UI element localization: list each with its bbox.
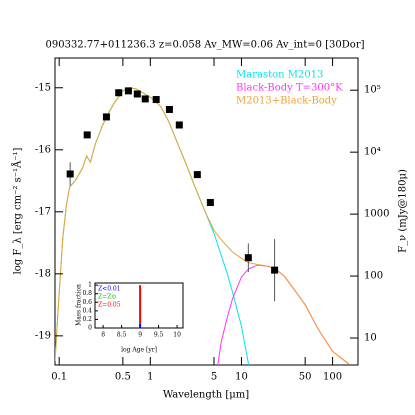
data-point: [133, 90, 141, 98]
inset-bar: [139, 285, 142, 324]
inset-frame: [94, 282, 184, 329]
x-tick-label: 100: [323, 372, 342, 383]
data-point: [124, 87, 132, 95]
inset-x-tick-label: 8.5: [117, 332, 127, 339]
model-line: [217, 264, 349, 365]
y2-tick-label: 1000: [364, 209, 389, 220]
y2-tick-label: 100: [364, 271, 383, 282]
legend-entry: Maraston M2013: [236, 70, 323, 81]
y2-tick-label: 10: [364, 333, 377, 344]
y2-tick-label: 10⁴: [364, 147, 381, 158]
y2-axis-label: F_ν (mJy@180μ): [398, 169, 409, 253]
legend-entry: Black-Body T=300°K: [236, 83, 343, 94]
y2-tick-label: 10⁵: [364, 85, 381, 96]
inset-y-label: Mass fraction: [76, 284, 83, 326]
y-axis-label: log F_λ [erg cm⁻² s⁻¹Å⁻¹]: [12, 147, 24, 274]
inset-legend-entry: Z=Z⊙: [98, 294, 116, 301]
inset-legend-entry: Z<0.01: [98, 286, 121, 293]
x-tick-label: 0.5: [115, 372, 131, 383]
x-tick-label: 0.1: [51, 372, 67, 383]
x-tick-label: 5: [211, 372, 217, 383]
data-point: [66, 170, 74, 178]
inset-y-tick-label: 0.2: [82, 316, 92, 323]
data-point: [193, 171, 201, 179]
chart-title: 090332.77+011236.3 z=0.058 Av_MW=0.06 Av…: [46, 40, 365, 51]
y-tick-label: -16: [35, 144, 51, 155]
data-point: [206, 199, 214, 207]
inset-legend-entry: Z=0.05: [98, 302, 121, 309]
inset-x-tick-label: 9: [138, 332, 142, 339]
data-point: [244, 254, 252, 262]
inset-y-tick-label: 0.6: [82, 299, 92, 306]
y-tick-label: -15: [35, 82, 51, 93]
inset: Mass fraction log Age [yr] 8 8.5 9 9.5 10 0 0.…: [76, 282, 184, 354]
data-point: [115, 89, 123, 97]
legend-entry: M2013+Black-Body: [236, 96, 337, 107]
data-point: [83, 131, 91, 139]
inset-x-label: log Age [yr]: [121, 347, 157, 354]
data-point: [141, 95, 149, 103]
inset-y-tick-label: 0.4: [82, 307, 92, 314]
inset-bar: [139, 323, 142, 328]
inset-x-tick-label: 9.5: [154, 332, 164, 339]
data-point: [165, 105, 173, 113]
inset-y-tick-label: 1: [88, 282, 92, 289]
inset-x-tick-label: 8: [101, 332, 105, 339]
y-tick-label: -19: [35, 330, 51, 341]
inset-y-tick-label: 0: [88, 325, 92, 332]
x-tick-label: 50: [299, 372, 312, 383]
y-tick-label: -18: [35, 268, 51, 279]
data-point: [152, 96, 160, 104]
data-point: [175, 121, 183, 129]
inset-y-tick-label: 0.8: [82, 290, 92, 297]
x-axis-label: Wavelength [μm]: [163, 390, 249, 401]
x-tick-label: 10: [235, 372, 248, 383]
y-tick-label: -17: [35, 206, 51, 217]
inset-x-tick-label: 10: [173, 332, 181, 339]
data-point: [102, 113, 110, 121]
data-point: [271, 266, 279, 274]
x-tick-label: 1: [147, 372, 153, 383]
